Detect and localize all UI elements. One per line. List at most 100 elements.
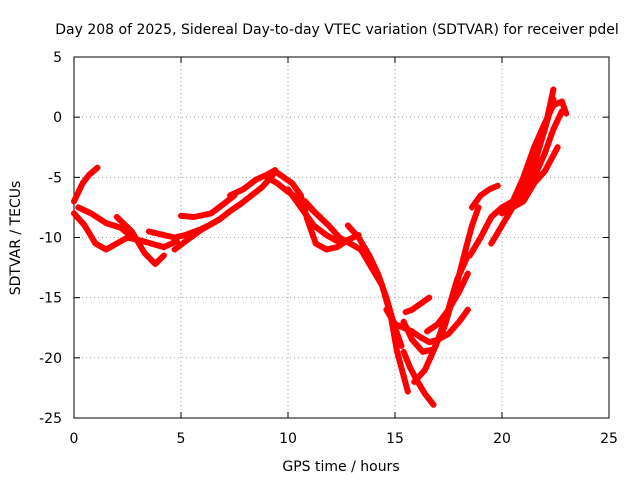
data-point [402,309,409,316]
data-point [310,222,317,229]
data-point [456,318,463,325]
data-point [128,228,135,235]
data-point [426,339,433,346]
data-point [199,226,206,233]
data-point [475,204,482,211]
data-point [336,234,343,241]
data-point [392,321,398,328]
series-track-y [509,144,561,211]
data-point [280,174,287,181]
data-point [366,252,373,259]
data-point [456,288,463,295]
data-point [445,330,452,337]
data-point [248,192,255,199]
data-point [227,192,234,199]
series-track-h [178,192,238,221]
data-point [71,210,77,217]
series-track-z [516,86,557,199]
data-point [141,250,148,257]
data-point [355,234,362,241]
y-axis-label: SDTVAR / TECUs [8,181,24,296]
data-point [103,246,110,253]
series-track-n [344,222,405,349]
data-point [220,200,227,207]
data-point [85,171,92,178]
data-point [426,294,433,301]
data-point [289,180,296,187]
data-point [558,108,565,115]
series-track-f [145,216,223,241]
x-tick-label: 10 [279,431,297,447]
data-point [533,150,540,157]
series-line [411,252,471,385]
chart-title: Day 208 of 2025, Sidereal Day-to-day VTE… [55,22,619,38]
data-point [398,342,405,349]
data-point [462,246,469,253]
data-point [421,390,428,397]
data-point [285,186,291,193]
data-point [516,192,523,199]
data-point [103,220,110,227]
series-track-m [302,198,411,395]
data-point [227,208,234,215]
series-track-t [402,294,433,316]
data-point [454,276,461,283]
data-point [79,180,86,187]
data-point [411,378,418,385]
data-point [178,212,184,219]
data-point [344,222,351,229]
data-point [323,232,330,239]
data-point [259,183,266,190]
data-point [469,204,476,211]
data-point [124,234,131,241]
series-line [71,210,131,253]
data-point [469,222,476,229]
data-point [160,244,167,251]
y-tick-label: -5 [48,170,62,186]
data-point [531,180,538,187]
series-line [402,294,433,316]
data-point [272,168,279,175]
data-point [486,186,493,193]
data-point [499,222,505,229]
series-line [171,171,276,253]
data-point [406,364,413,371]
data-point [464,306,471,313]
data-point [494,182,501,189]
data-point [424,328,431,335]
series-track-l [285,186,341,245]
series-track-u [469,182,501,211]
data-point [297,204,304,211]
data-point [558,98,565,105]
data-point [145,228,152,235]
data-point [274,180,281,187]
axis-ticks [73,56,610,419]
data-point [92,240,99,247]
series-line [302,198,411,395]
data-point [152,260,159,267]
series-line [466,98,570,259]
data-point [312,240,319,247]
series-line [469,182,501,211]
data-point [88,210,95,217]
data-point [71,198,77,205]
x-tick-label: 15 [386,431,404,447]
series-track-j [272,168,362,253]
data-point [184,236,191,243]
data-point [432,342,439,349]
series-track-s [424,270,471,335]
data-point [252,176,259,183]
series-track-e [124,234,180,251]
x-tick-labels: 0 5 10 15 20 25 [70,431,618,447]
y-tick-label: 0 [53,110,62,126]
y-tick-labels: -25 -20 -15 -10 -5 0 5 [39,50,62,427]
x-tick-label: 25 [600,431,618,447]
data-point [113,240,120,247]
y-tick-label: -10 [39,231,62,247]
data-point [171,246,178,253]
data-point [541,126,548,133]
data-point [409,336,416,343]
data-point [550,86,557,93]
data-point [383,306,390,313]
data-point [263,174,270,181]
